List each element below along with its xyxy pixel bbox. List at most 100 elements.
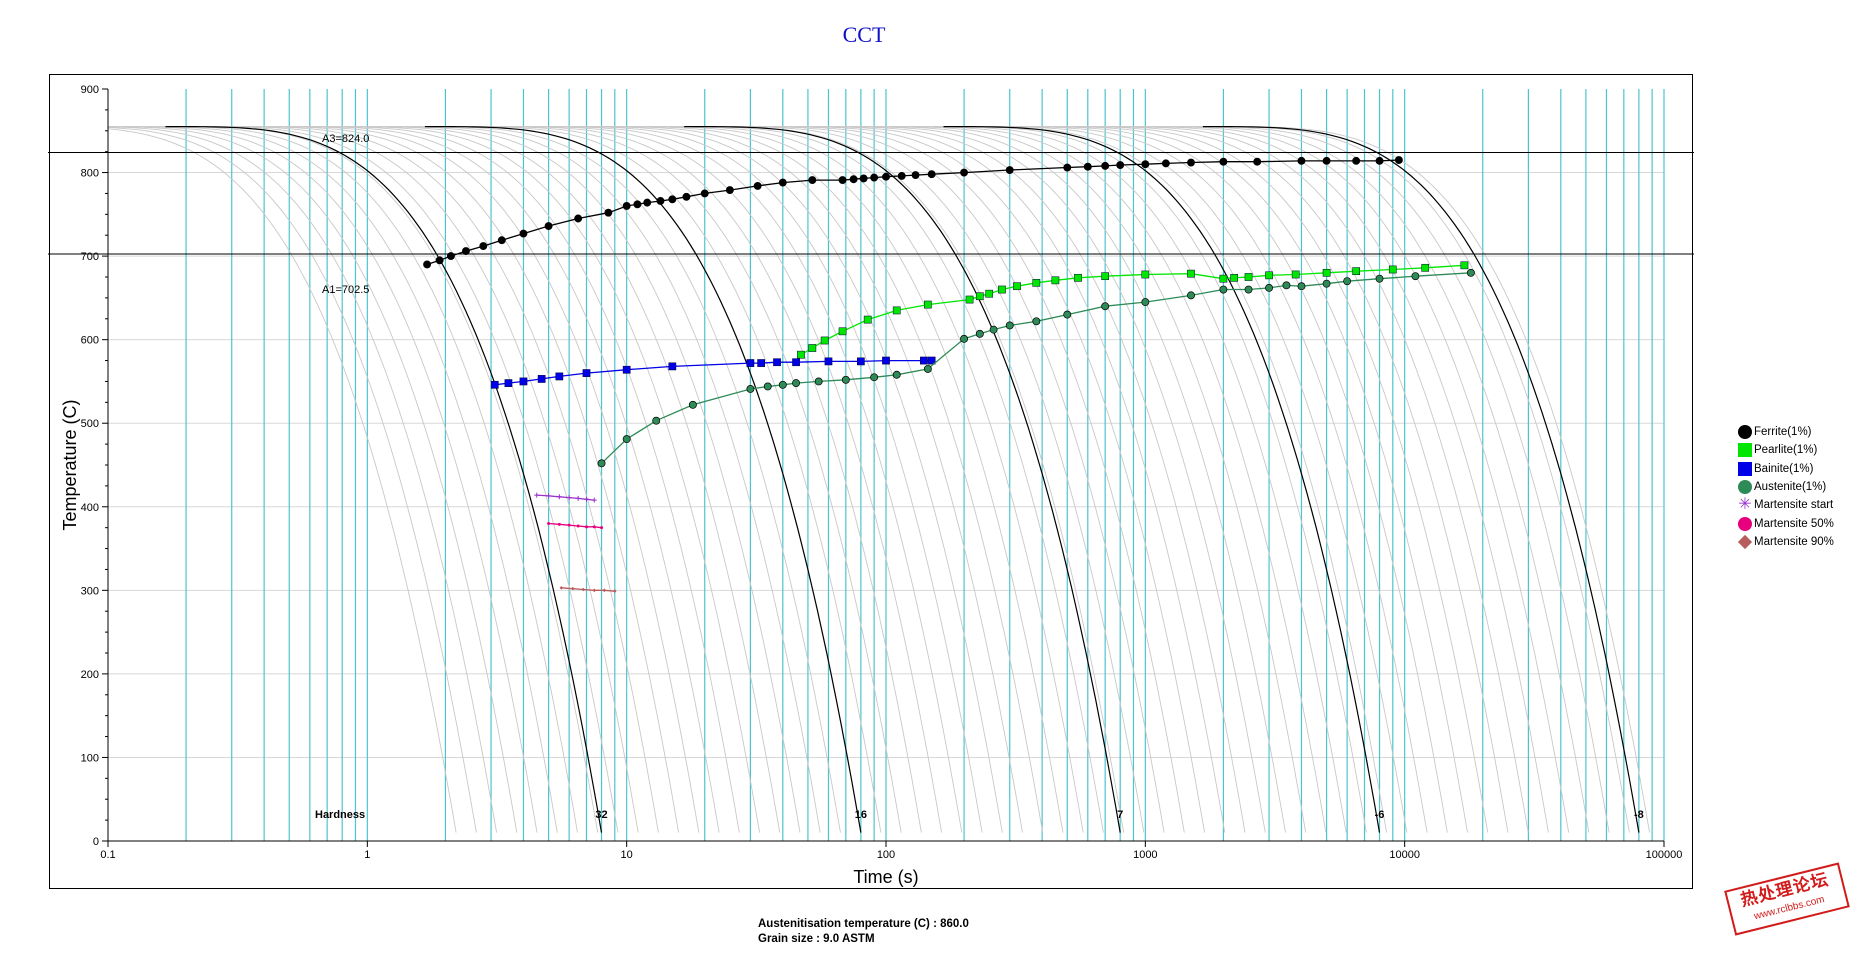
data-point bbox=[920, 356, 928, 365]
data-point bbox=[1297, 282, 1306, 291]
axes-layer: 0 100 200 300 400 500 600 700 800 900 0.1 1 10 100 100… bbox=[81, 84, 1683, 861]
data-point bbox=[1101, 272, 1110, 281]
cooling-curve bbox=[728, 126, 1165, 833]
cooling-curve bbox=[606, 126, 1044, 833]
data-point bbox=[1063, 163, 1072, 172]
data-point bbox=[574, 214, 583, 223]
data-point bbox=[808, 344, 817, 352]
series-markers-martensite-start bbox=[534, 492, 597, 503]
legend-item-martensite-90: Martensite 90% bbox=[1737, 533, 1834, 551]
data-point bbox=[1411, 272, 1420, 281]
data-point bbox=[668, 362, 677, 371]
data-point bbox=[911, 171, 920, 180]
cooling-curve bbox=[809, 126, 1246, 833]
data-point bbox=[841, 375, 850, 384]
data-point bbox=[1141, 270, 1150, 279]
y-tick-label: 700 bbox=[81, 251, 99, 263]
legend-item-martensite-start: ✳ Martensite start bbox=[1738, 496, 1834, 514]
data-point bbox=[975, 329, 984, 338]
y-tick-label: 900 bbox=[81, 84, 99, 96]
data-point bbox=[1032, 317, 1041, 326]
data-point bbox=[581, 587, 586, 592]
data-point bbox=[797, 350, 805, 359]
series-markers-pearlite-1 bbox=[797, 261, 1469, 359]
data-point bbox=[497, 236, 506, 245]
data-point bbox=[567, 523, 571, 527]
data-point bbox=[725, 186, 734, 195]
cooling-curve bbox=[1031, 126, 1468, 833]
data-point bbox=[746, 359, 755, 367]
cooling-curve bbox=[404, 126, 841, 833]
grain-size: Grain size : 9.0 ASTM bbox=[758, 933, 875, 945]
data-point bbox=[519, 229, 528, 238]
cooling-curve bbox=[182, 126, 619, 833]
x-axis-label: Time (s) bbox=[853, 867, 918, 887]
main-cooling-curve bbox=[1202, 125, 1640, 833]
series-markers-ferrite-1 bbox=[423, 156, 1403, 269]
data-point bbox=[1219, 285, 1228, 294]
legend-swatch-martensite-90 bbox=[1737, 534, 1753, 549]
data-point bbox=[544, 222, 553, 230]
data-point bbox=[688, 400, 697, 409]
data-point bbox=[435, 256, 444, 265]
legend-label: Martensite 50% bbox=[1754, 517, 1834, 530]
grid-layer bbox=[108, 89, 1665, 841]
data-point bbox=[1032, 278, 1041, 287]
legend-swatch-martensite-start: ✳ bbox=[1738, 496, 1752, 514]
data-point bbox=[1141, 298, 1150, 307]
hardness-value: -8 bbox=[1634, 809, 1644, 821]
data-point bbox=[622, 365, 631, 374]
data-point bbox=[622, 435, 631, 444]
data-point bbox=[556, 494, 562, 500]
data-point bbox=[1244, 285, 1253, 294]
data-point bbox=[566, 495, 572, 501]
data-point bbox=[757, 359, 765, 367]
cooling-curve bbox=[141, 126, 578, 833]
data-point bbox=[668, 195, 677, 204]
cooling-curve bbox=[748, 126, 1185, 833]
data-point bbox=[557, 522, 561, 526]
data-point bbox=[897, 171, 906, 180]
data-point bbox=[1187, 291, 1195, 300]
x-tick-label: 10000 bbox=[1389, 849, 1420, 861]
legend-swatch-pearlite bbox=[1738, 443, 1752, 458]
series-markers-martensite-50 bbox=[547, 521, 604, 530]
legend-item-ferrite: Ferrite(1%) bbox=[1738, 423, 1834, 441]
data-point bbox=[985, 289, 994, 298]
data-point bbox=[863, 315, 872, 324]
legend-label: Ferrite(1%) bbox=[1754, 426, 1812, 439]
cooling-curve bbox=[627, 126, 1064, 833]
data-point bbox=[923, 364, 932, 373]
cooling-curve bbox=[323, 126, 761, 833]
data-point bbox=[1219, 274, 1228, 283]
cooling-curve bbox=[283, 126, 720, 833]
data-point bbox=[1051, 276, 1060, 285]
series-line-austenite-1 bbox=[601, 272, 1471, 464]
data-point bbox=[1230, 273, 1238, 282]
cooling-curve bbox=[970, 126, 1408, 833]
legend-label: Austenite(1%) bbox=[1754, 481, 1827, 494]
data-point bbox=[1282, 281, 1291, 290]
data-point bbox=[592, 588, 597, 593]
legend-label: Bainite(1%) bbox=[1754, 462, 1814, 475]
data-point bbox=[838, 176, 847, 185]
data-point bbox=[583, 496, 589, 502]
data-point bbox=[965, 295, 974, 304]
data-point bbox=[547, 521, 551, 525]
data-point bbox=[882, 356, 890, 365]
data-point bbox=[591, 497, 597, 503]
y-tick-label: 200 bbox=[81, 669, 99, 681]
hardness-value: 16 bbox=[855, 809, 867, 821]
data-point bbox=[700, 189, 709, 198]
cooling-curve bbox=[343, 126, 781, 833]
data-point bbox=[643, 198, 652, 207]
data-point bbox=[882, 172, 890, 181]
footer-info: Austenitisation temperature (C) : 860.0 … bbox=[758, 917, 969, 947]
data-point bbox=[892, 370, 901, 379]
data-point bbox=[1063, 310, 1072, 319]
y-tick-label: 500 bbox=[81, 418, 99, 430]
cooling-curve bbox=[485, 126, 922, 833]
data-point bbox=[600, 526, 604, 530]
cooling-curve bbox=[108, 126, 518, 833]
data-point bbox=[575, 495, 581, 501]
